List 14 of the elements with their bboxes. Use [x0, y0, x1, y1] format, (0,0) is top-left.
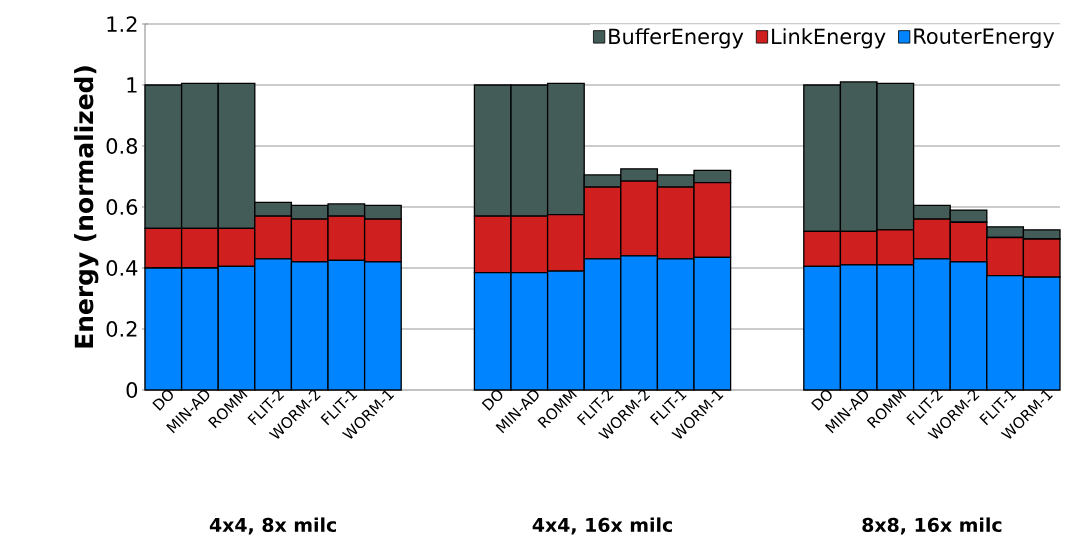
text: 4x4, 8x milc	[209, 517, 336, 535]
y-tick-label: 0.6	[106, 199, 138, 215]
y-tick-label: 0.8	[106, 138, 138, 154]
text: 4x4, 16x milc	[532, 517, 672, 535]
y-tick-label: 1	[127, 77, 137, 93]
y-tick-label: 0.4	[106, 260, 138, 276]
y-tick-label: 0	[126, 382, 138, 398]
legend-label: BufferEnergy	[609, 28, 744, 49]
legend-label: LinkEnergy	[772, 28, 886, 49]
y-axis-title: Energy (normalized)	[74, 66, 99, 348]
y-tick-label: 0.2	[106, 321, 137, 337]
legend-label: RouterEnergy	[914, 28, 1055, 49]
text: 8x8, 16x milc	[862, 517, 1002, 535]
y-tick-label: 1.2	[107, 16, 137, 32]
